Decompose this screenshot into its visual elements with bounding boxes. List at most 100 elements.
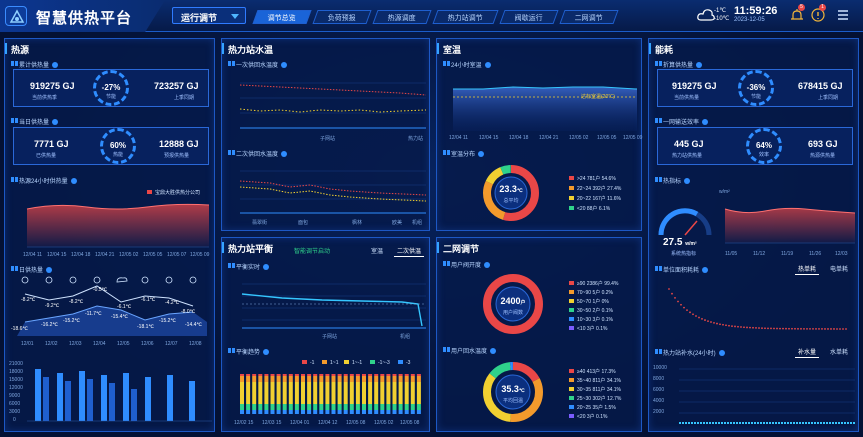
unit-consumption-point [827, 328, 829, 330]
trend-bar-segment [313, 382, 318, 404]
trend-bar-segment [301, 382, 305, 404]
trend-bar-segment [276, 374, 281, 376]
app-title: 智慧供热平台 [36, 10, 133, 27]
info-icon[interactable] [811, 8, 825, 22]
help-icon [263, 349, 270, 356]
unit-consumption-point [746, 326, 748, 329]
trend-bar-segment [410, 382, 415, 404]
trend-bar-segment [307, 374, 312, 376]
clock-time: 11:59:26 [734, 5, 778, 17]
trend-bar-segment [410, 410, 415, 414]
trend-bar-segment [368, 404, 373, 410]
trend-bar-segment [355, 374, 360, 376]
tab-adjust-overview[interactable]: 调节总览 [252, 10, 312, 24]
mode-dropdown-label: 运行调节 [181, 13, 218, 23]
cloud-icon [697, 9, 715, 21]
trend-bar-segment [386, 404, 391, 410]
secondary-temp-chart [239, 170, 427, 214]
unit-consumption-point [770, 327, 772, 330]
balance-realtime-chart [241, 283, 426, 329]
unit-consumption-point [815, 328, 817, 330]
unit-consumption-point [812, 328, 814, 330]
trend-bar-segment [325, 382, 330, 404]
conv-prev-label: 上季同期 [818, 95, 839, 101]
unit-consumption-point [821, 328, 823, 330]
room-24h-label: 24小时室温 [443, 60, 491, 69]
trend-bar-segment [392, 376, 397, 382]
conv-ring: -36% 节能 [738, 70, 774, 106]
clock-date: 2023-12-05 [734, 17, 765, 23]
today-forecast-label: 预报供热量 [164, 153, 190, 159]
trend-bar-segment [301, 376, 305, 382]
trend-bar-segment [404, 382, 409, 404]
unit-consumption-point [800, 327, 802, 330]
trend-bar-segment [276, 382, 281, 404]
smart-adjust-status: 智能调节启动 [294, 249, 331, 255]
menu-icon[interactable] [836, 8, 850, 22]
trend-bar-segment [319, 410, 324, 414]
clock: 11:59:26 2023-12-05 [734, 5, 777, 23]
heat-unit-toggle[interactable]: 热单耗 [795, 263, 820, 275]
tab-load-forecast[interactable]: 负荷预报 [312, 10, 372, 24]
conv-current-label: 当前供热量 [674, 95, 700, 101]
trend-bar-segment [331, 404, 336, 410]
tab-valve-run[interactable]: 阀歇运行 [499, 10, 559, 24]
unit-consumption-point [710, 321, 712, 323]
unit-consumption-point [767, 327, 769, 330]
makeup-volume-toggle[interactable]: 补水量 [795, 346, 820, 358]
trend-bar-segment [343, 382, 348, 404]
trend-bar-segment [410, 404, 415, 410]
trend-bar-segment [343, 410, 348, 414]
help-icon [281, 62, 288, 69]
trend-bar-segment [307, 404, 312, 410]
trend-bar-segment [307, 376, 312, 382]
station-temp-panel: 热力站水温 一次供回水温度 子网站 热力站 二次供回水温度 翡翠街 面包 枫林 欧美 … [221, 38, 430, 231]
unit-consumption-point [806, 327, 808, 330]
trend-bar-segment [416, 374, 421, 376]
unit-consumption-point [833, 328, 835, 330]
eff-prev-value: 693 GJ [808, 139, 838, 149]
cum-current-value: 919275 GJ [30, 81, 75, 91]
trend-bar-segment [374, 374, 379, 376]
trend-bar-segment [380, 382, 385, 404]
tab-source-dispatch[interactable]: 热源调度 [372, 10, 432, 24]
conv-current-value: 919275 GJ [672, 81, 717, 91]
energy-title: 能耗 [648, 43, 674, 55]
help-icon [696, 62, 703, 69]
day24-area-chart [26, 203, 210, 248]
trend-bar-segment [313, 404, 318, 410]
trend-bar-segment [331, 374, 336, 376]
trend-bar-segment [355, 382, 360, 404]
tab-station-adjust[interactable]: 热力站调节 [432, 10, 499, 24]
trend-bar-segment [398, 376, 403, 382]
unit-consumption-point [734, 325, 736, 328]
help-icon [484, 262, 491, 269]
valve-donut [483, 274, 543, 334]
trend-bar-segment [252, 374, 257, 376]
trend-bar-segment [258, 382, 263, 404]
alarm-icon[interactable] [790, 8, 804, 22]
room-dist-label: 室温分布 [443, 149, 485, 158]
trend-bar-segment [246, 410, 251, 414]
cum-ring: -27% 节能 [93, 70, 129, 106]
toggle-supply-temp[interactable]: 二次供温 [394, 245, 425, 257]
alarm-badge: 5 [798, 4, 805, 11]
toggle-room-temp[interactable]: 室温 [371, 249, 384, 255]
power-unit-toggle[interactable]: 电单耗 [830, 267, 849, 273]
trend-bar-segment [404, 410, 409, 414]
unit-consumption-point [824, 328, 826, 330]
trend-bar-segment [240, 374, 244, 376]
app-logo-icon [5, 6, 27, 26]
balance-trend-chart [240, 374, 421, 414]
trend-bar-segment [398, 382, 403, 404]
trend-bar-segment [404, 404, 409, 410]
tab-secondary-net[interactable]: 二网调节 [559, 10, 619, 24]
unit-consumption-point [776, 327, 778, 330]
trend-bar-segment [240, 404, 244, 410]
mode-dropdown[interactable]: 运行调节 [172, 7, 246, 24]
water-unit-toggle[interactable]: 水单耗 [830, 350, 849, 356]
trend-bar-segment [246, 376, 251, 382]
conv-heat-label: 折算供热量 [655, 60, 703, 69]
unit-consumption-point [830, 328, 832, 330]
primary-temp-chart [239, 82, 427, 129]
